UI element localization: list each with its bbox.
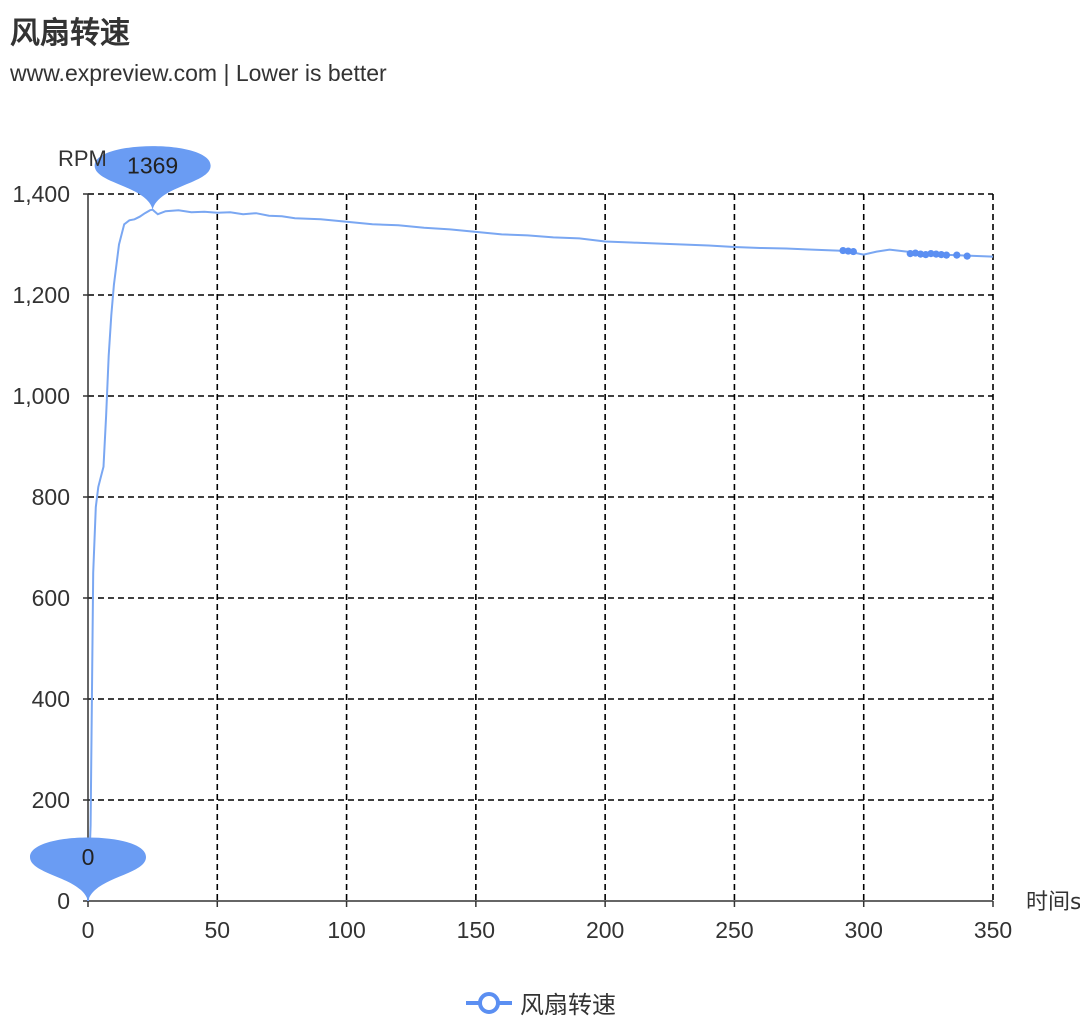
chart-subtitle: www.expreview.com | Lower is better	[10, 60, 387, 86]
pin-label: 0	[82, 844, 95, 870]
y-tick-label: 0	[57, 888, 70, 914]
data-point	[839, 246, 847, 255]
pin-shape	[94, 146, 211, 210]
x-tick-label: 200	[586, 917, 624, 943]
y-tick-label: 1,200	[12, 282, 70, 308]
data-point	[917, 250, 925, 258]
x-axis-label: 时间s	[1026, 890, 1080, 915]
chart-title: 风扇转速	[10, 16, 130, 51]
y-axis-label: RPM	[58, 146, 107, 171]
grid-lines	[88, 193, 994, 901]
y-tick-label: 200	[32, 787, 70, 813]
y-tick-label: 800	[32, 484, 70, 510]
x-tick-label: 0	[82, 917, 95, 943]
data-point	[927, 249, 935, 258]
legend-line-circle-icon	[466, 991, 512, 1014]
series-layer	[87, 208, 994, 902]
axes: 0 200 400 600 800 1,000 1,200 1,400 0 50 100 150 200…	[12, 181, 1012, 943]
y-tick-label: 1,400	[12, 181, 70, 207]
x-tick-label: 100	[327, 917, 365, 943]
data-point	[849, 247, 857, 256]
data-point	[844, 247, 852, 255]
annotation-pin: 0	[30, 837, 146, 901]
series-line	[87, 208, 994, 902]
annotation-pin: 1369	[94, 146, 211, 210]
data-point	[906, 249, 914, 258]
data-point	[942, 251, 951, 259]
x-tick-label: 350	[974, 917, 1012, 943]
y-tick-label: 400	[32, 686, 70, 712]
legend-label: 风扇转速	[520, 991, 616, 1019]
annotation-pins: 1369 0	[30, 146, 211, 901]
data-point	[932, 250, 940, 258]
pin-shape	[30, 837, 146, 901]
y-tick-label: 600	[32, 585, 70, 611]
x-tick-label: 300	[845, 917, 883, 943]
x-tick-label: 250	[715, 917, 753, 943]
data-point	[937, 251, 945, 259]
y-tick-label: 1,000	[12, 383, 70, 409]
x-tick-label: 50	[204, 917, 230, 943]
x-tick-label: 150	[457, 917, 495, 943]
data-point	[953, 251, 961, 259]
legend[interactable]: 风扇转速	[0, 985, 1080, 1020]
data-point	[963, 252, 971, 260]
pin-label: 1369	[127, 153, 178, 179]
